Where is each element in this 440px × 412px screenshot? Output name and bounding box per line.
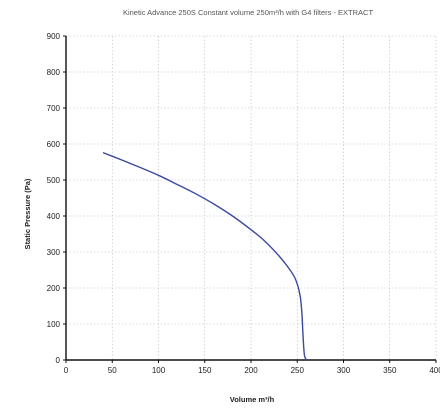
y-tick-label: 500: [47, 176, 61, 185]
y-tick-label: 900: [47, 32, 61, 41]
y-tick-label: 0: [56, 356, 61, 365]
x-tick-label: 300: [337, 366, 351, 375]
y-axis-ticks: 0 100 200 300 400 500 600 700 800 900: [47, 32, 66, 365]
x-tick-label: 200: [244, 366, 258, 375]
x-tick-label: 50: [108, 366, 117, 375]
y-tick-label: 700: [47, 104, 61, 113]
y-tick-label: 200: [47, 284, 61, 293]
x-tick-label: 150: [198, 366, 212, 375]
y-tick-label: 600: [47, 140, 61, 149]
x-tick-label: 100: [152, 366, 166, 375]
chart-title: Kinetic Advance 250S Constant volume 250…: [123, 8, 374, 17]
x-axis-ticks: 0 50 100 150 200 250 300 350 400: [64, 360, 440, 375]
y-tick-label: 300: [47, 248, 61, 257]
x-tick-label: 250: [291, 366, 305, 375]
series-group: [102, 151, 308, 361]
y-axis-label: Static Pressure (Pa): [23, 178, 32, 249]
x-tick-label: 350: [383, 366, 397, 375]
grid: [66, 35, 437, 360]
y-tick-label: 100: [47, 320, 61, 329]
x-tick-label: 0: [64, 366, 69, 375]
x-axis-label: Volume m³/h: [230, 395, 275, 404]
y-tick-label: 800: [47, 68, 61, 77]
y-tick-label: 400: [47, 212, 61, 221]
x-tick-label: 400: [429, 366, 440, 375]
series-line-0: [102, 151, 308, 361]
